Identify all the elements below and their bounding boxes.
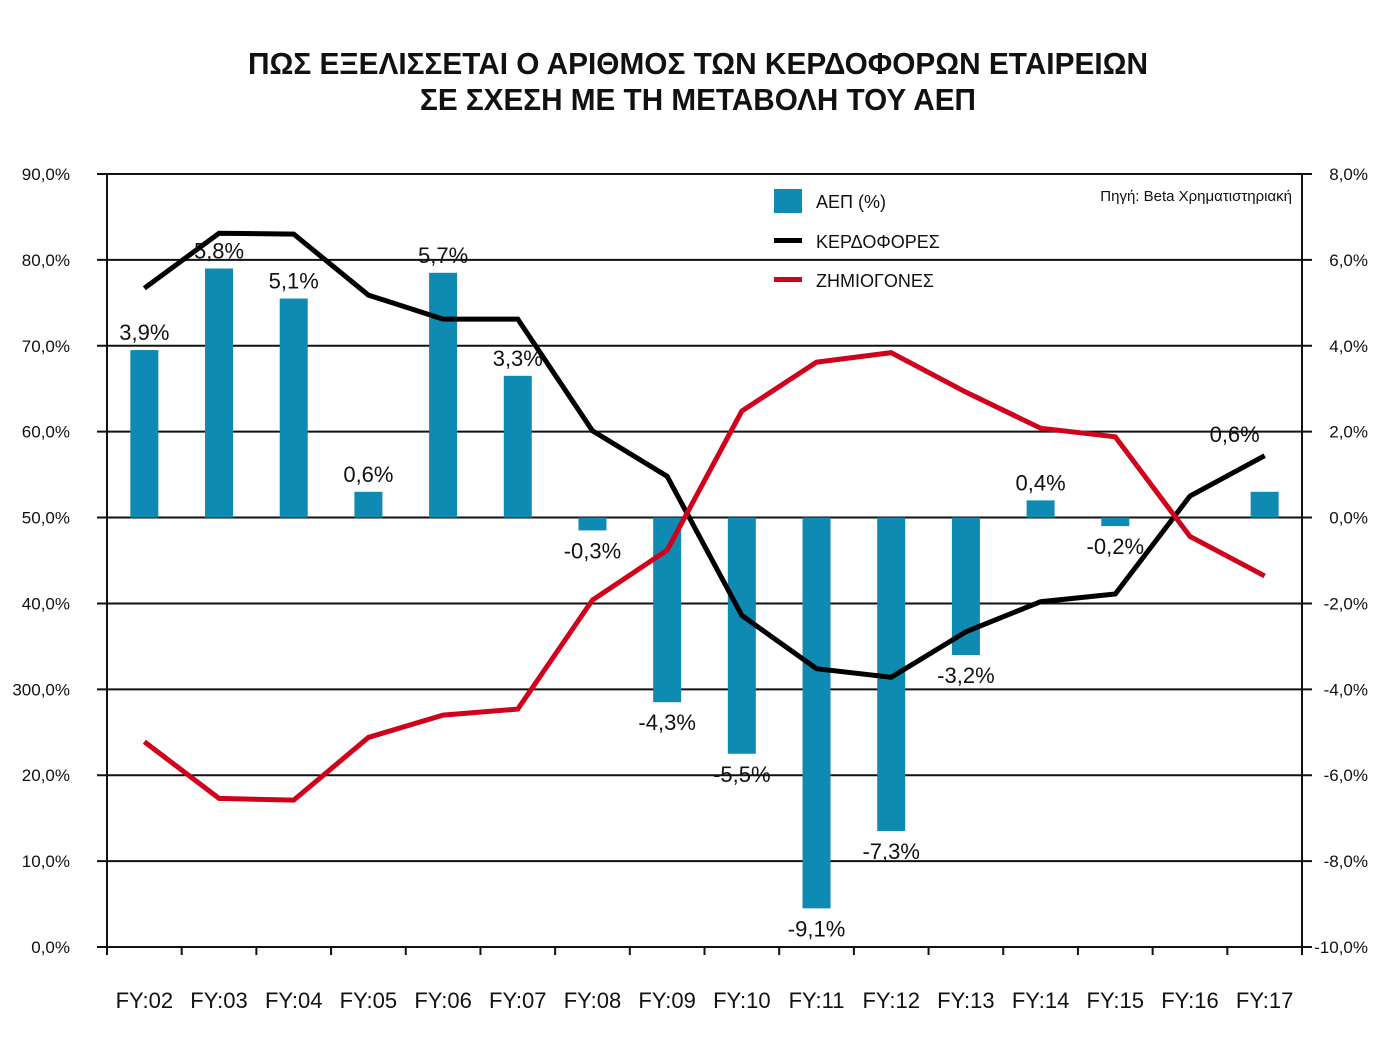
left-tick-label: 70,0% (22, 337, 70, 356)
x-tick-label: FY:06 (414, 988, 471, 1013)
gdp-data-label: -0,3% (564, 538, 621, 563)
gdp-data-label: 5,8% (194, 238, 244, 263)
left-tick-label: 40,0% (22, 594, 70, 613)
gdp-bar (1026, 500, 1055, 518)
right-tick-label: -6,0% (1324, 766, 1368, 785)
x-tick-label: FY:07 (489, 988, 546, 1013)
legend-swatch-lossmaking (774, 277, 802, 282)
x-tick-label: FY:08 (564, 988, 621, 1013)
gdp-bar (205, 268, 234, 518)
x-tick-label: FY:02 (116, 988, 173, 1013)
gdp-bar (503, 375, 532, 518)
gdp-bar (727, 517, 756, 754)
left-tick-label: 60,0% (22, 423, 70, 442)
gdp-bars (130, 268, 1279, 909)
chart-title-line-2: ΣΕ ΣΧΕΣΗ ΜΕ ΤΗ ΜΕΤΑΒΟΛΗ ΤΟΥ ΑΕΠ (420, 82, 976, 117)
profitable-line (142, 230, 1266, 680)
x-tick-label: FY:16 (1161, 988, 1218, 1013)
left-tick-label: 0,0% (31, 938, 70, 957)
right-tick-label: -2,0% (1324, 594, 1368, 613)
lossmaking-line (142, 350, 1266, 803)
x-tick-label: FY:15 (1087, 988, 1144, 1013)
gdp-data-label: -4,3% (638, 710, 695, 735)
gdp-data-label: -7,3% (862, 839, 919, 864)
chart-title-line-1: ΠΩΣ ΕΞΕΛΙΣΣΕΤΑΙ Ο ΑΡΙΘΜΟΣ ΤΩΝ ΚΕΡΔΟΦΟΡΩΝ… (248, 46, 1148, 81)
gdp-data-label: 5,1% (269, 269, 319, 294)
x-tick-label: FY:04 (265, 988, 322, 1013)
left-tick-label: 10,0% (22, 852, 70, 871)
x-tick-label: FY:05 (340, 988, 397, 1013)
gdp-data-label: -9,1% (788, 916, 845, 941)
right-tick-label: -10,0% (1314, 938, 1368, 957)
right-tick-label: 4,0% (1329, 337, 1368, 356)
left-tick-label: 20,0% (22, 766, 70, 785)
x-tick-label: FY:10 (713, 988, 770, 1013)
axes: 0,0% 10,0% 20,0% 300,0% 40,0% 50,0% 60,0% 70,0%… (12, 165, 1368, 1013)
x-tick-label: FY:14 (1012, 988, 1069, 1013)
x-tick-label: FY:11 (789, 988, 845, 1013)
x-tick-label: FY:09 (638, 988, 695, 1013)
gdp-bar (130, 350, 159, 518)
left-tick-label: 300,0% (12, 680, 70, 699)
left-tick-label: 80,0% (22, 251, 70, 270)
x-tick-label: FY:03 (190, 988, 247, 1013)
gdp-data-label: 0,4% (1016, 470, 1066, 495)
gdp-bar (429, 272, 458, 518)
gdp-data-label: -0,2% (1087, 534, 1144, 559)
gdp-bar (802, 517, 831, 909)
source-note: Πηγή: Beta Χρηματιστηριακή (1100, 188, 1292, 205)
x-tick-label: FY:13 (937, 988, 994, 1013)
legend: ΑΕΠ (%) ΚΕΡΔΟΦΟΡΕΣ ΖΗΜΙΟΓΟΝΕΣ (774, 189, 940, 291)
gdp-data-label: 3,3% (493, 346, 543, 371)
gdp-bar (578, 517, 607, 531)
gdp-data-label: 0,6% (343, 462, 393, 487)
legend-swatch-gdp (774, 189, 802, 213)
right-tick-label: -4,0% (1324, 680, 1368, 699)
left-tick-label: 50,0% (22, 509, 70, 528)
gdp-data-label: 5,7% (418, 243, 468, 268)
x-tick-label: FY:17 (1236, 988, 1293, 1013)
series-lines (142, 230, 1266, 803)
data-labels: 3,9% 5,8% 5,1% 0,6% 5,7% 3,3% -0,3% -4,3% -5,5% -… (119, 238, 1259, 941)
x-tick-label: FY:12 (862, 988, 919, 1013)
legend-label-gdp: ΑΕΠ (%) (816, 192, 886, 212)
gdp-bar (1101, 517, 1130, 527)
legend-label-lossmaking: ΖΗΜΙΟΓΟΝΕΣ (816, 271, 934, 291)
right-tick-label: 2,0% (1329, 423, 1368, 442)
right-tick-label: 6,0% (1329, 251, 1368, 270)
legend-swatch-profitable (774, 238, 802, 243)
gdp-bar (1250, 491, 1279, 518)
gdp-bar (354, 491, 383, 518)
gdp-data-label: -3,2% (937, 663, 994, 688)
gdp-data-label: -5,5% (713, 762, 770, 787)
gdp-data-label: 3,9% (119, 320, 169, 345)
right-tick-label: 8,0% (1329, 165, 1368, 184)
gdp-data-label: 0,6% (1210, 422, 1260, 447)
left-tick-label: 90,0% (22, 165, 70, 184)
right-tick-label: -8,0% (1324, 852, 1368, 871)
legend-label-profitable: ΚΕΡΔΟΦΟΡΕΣ (816, 232, 940, 252)
gdp-bar (279, 298, 308, 518)
right-tick-label: 0,0% (1329, 509, 1368, 528)
